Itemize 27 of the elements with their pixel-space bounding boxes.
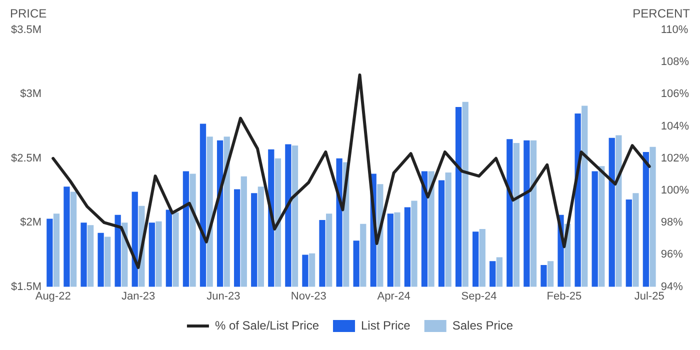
y-tick-label: $1.5M bbox=[10, 280, 42, 293]
y2-tick-label: 106% bbox=[660, 88, 690, 100]
legend-label: List Price bbox=[361, 318, 411, 332]
y-tick-label: $2M bbox=[20, 216, 42, 229]
y2-tick-label: 102% bbox=[660, 152, 690, 164]
y2-axis-title: PERCENT bbox=[632, 6, 691, 20]
x-tick-label: Apr-24 bbox=[377, 290, 410, 302]
x-tick-label: Sep-24 bbox=[461, 290, 497, 302]
y2-tick-label: 94% bbox=[660, 280, 684, 293]
y2-tick-label: 100% bbox=[660, 184, 690, 197]
y-axis-title: PRICE bbox=[10, 6, 47, 20]
y2-tick-label: 98% bbox=[660, 216, 684, 229]
y-tick-label: $2.5M bbox=[10, 152, 42, 164]
x-tick-label: Nov-23 bbox=[290, 290, 326, 302]
y2-tick-label: 104% bbox=[660, 120, 690, 132]
x-tick-label: Feb-25 bbox=[546, 290, 582, 302]
x-tick-label: Jun-23 bbox=[206, 290, 240, 302]
x-tick-label: Jan-23 bbox=[121, 290, 156, 302]
x-tick-label: Jul-25 bbox=[634, 290, 664, 302]
y-tick-label: $3.5M bbox=[10, 24, 42, 36]
y-tick-label: $3M bbox=[20, 88, 42, 100]
legend-label: % of Sale/List Price bbox=[214, 318, 320, 332]
y2-tick-label: 108% bbox=[660, 56, 690, 68]
y2-tick-label: 96% bbox=[660, 248, 684, 261]
legend-label: Sales Price bbox=[452, 318, 514, 332]
y2-tick-label: 110% bbox=[660, 24, 688, 36]
x-tick-label: Aug-22 bbox=[35, 290, 71, 302]
